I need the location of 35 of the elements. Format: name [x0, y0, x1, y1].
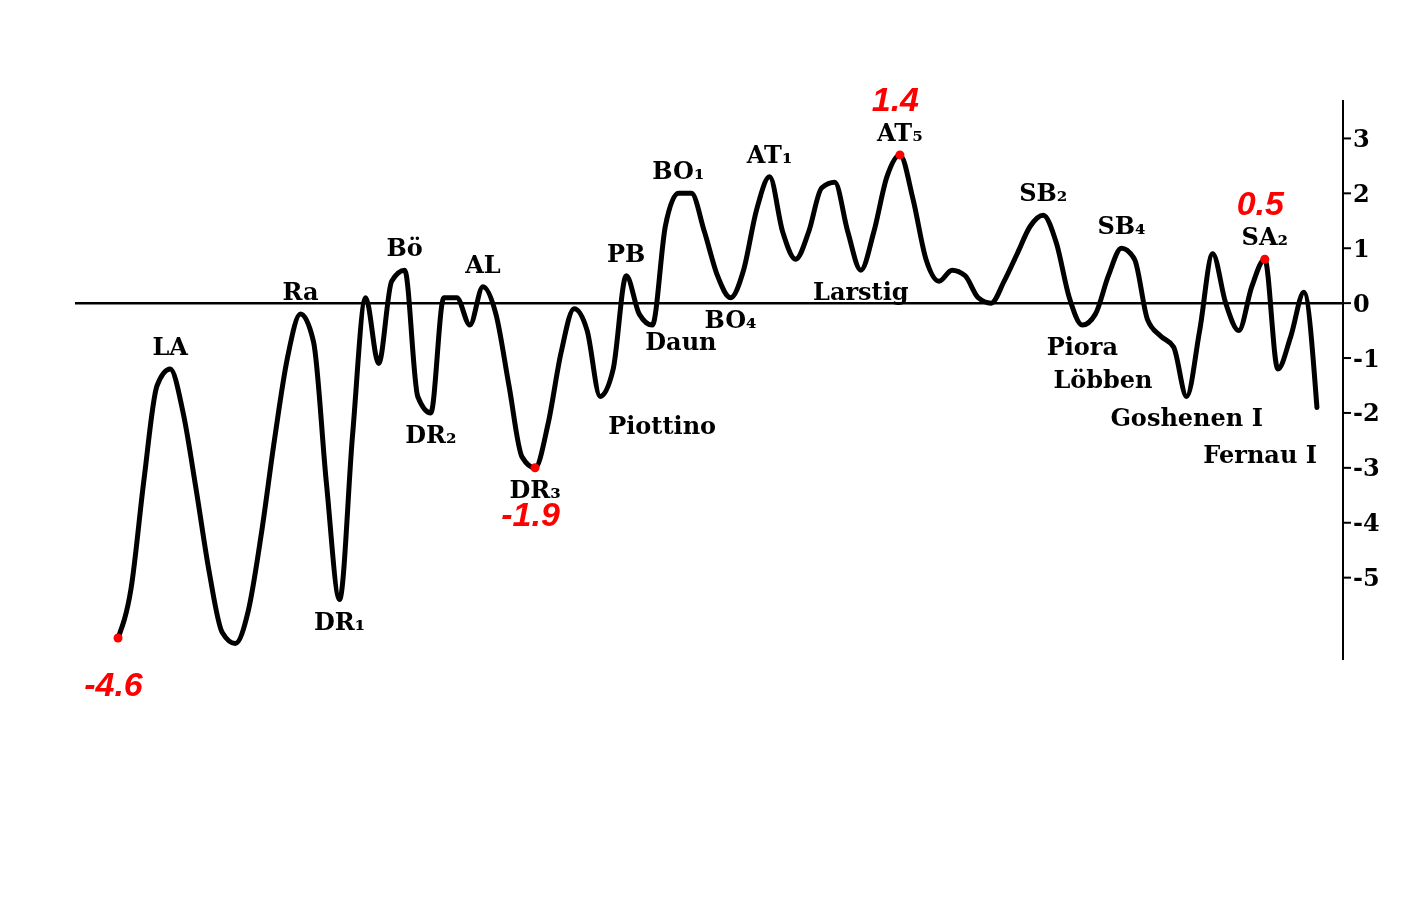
y-tick-label: 1 [1353, 233, 1370, 263]
annotation: 1.4 [871, 79, 920, 118]
data-label: DR₂ [405, 419, 457, 449]
annotation: -4.6 [84, 665, 144, 704]
point [1260, 254, 1270, 264]
data-label: Goshenen I [1110, 403, 1263, 433]
y-tick-label: -4 [1353, 508, 1380, 538]
point [113, 633, 123, 643]
y-tick-label: 2 [1353, 178, 1370, 208]
data-label: PB [607, 238, 646, 268]
y-tick-label: -1 [1353, 343, 1380, 373]
y-tick-label: -5 [1353, 563, 1380, 593]
data-label: BO₁ [652, 156, 705, 186]
point [895, 150, 905, 160]
data-label: Löbben [1053, 365, 1153, 395]
data-label: LA [152, 332, 189, 362]
y-tick-label: 0 [1353, 288, 1370, 318]
data-label: AT₅ [876, 117, 923, 147]
point [530, 463, 540, 473]
annotation: 0.5 [1236, 184, 1286, 223]
data-label: Piottino [608, 411, 717, 441]
data-label: SB₂ [1019, 178, 1068, 208]
data-label: Larstig [813, 277, 909, 307]
data-label: AT₁ [745, 139, 793, 169]
y-tick-label: -2 [1353, 398, 1380, 428]
data-label: Bö [386, 233, 423, 263]
y-tick-label: -3 [1353, 453, 1380, 483]
data-label: Fernau I [1203, 440, 1317, 470]
data-label: SA₂ [1241, 222, 1289, 252]
data-label: SB₄ [1097, 211, 1146, 241]
data-label: DR₁ [313, 606, 366, 636]
data-label: Ra [282, 277, 319, 307]
y-tick-label: 3 [1353, 123, 1370, 153]
data-label: Piora [1046, 332, 1119, 362]
data-label: AL [464, 249, 501, 279]
